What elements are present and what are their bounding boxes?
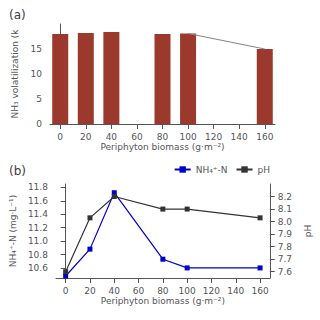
svg-text:11.4: 11.4 bbox=[28, 209, 48, 219]
svg-text:20: 20 bbox=[80, 132, 92, 142]
svg-text:20: 20 bbox=[84, 286, 96, 296]
svg-text:60: 60 bbox=[133, 286, 145, 296]
svg-text:120: 120 bbox=[203, 286, 220, 296]
svg-text:10: 10 bbox=[31, 69, 43, 79]
svg-text:160: 160 bbox=[256, 132, 273, 142]
svg-text:11.0: 11.0 bbox=[28, 236, 48, 246]
svg-text:0: 0 bbox=[57, 132, 63, 142]
svg-text:Periphyton biomass (g·m⁻²): Periphyton biomass (g·m⁻²) bbox=[101, 296, 225, 306]
svg-text:0: 0 bbox=[63, 286, 69, 296]
svg-text:NH₃ volatilization (k: NH₃ volatilization (k bbox=[10, 29, 20, 119]
svg-text:(b): (b) bbox=[9, 164, 26, 178]
svg-text:120: 120 bbox=[205, 132, 222, 142]
svg-text:40: 40 bbox=[106, 132, 118, 142]
svg-text:NH₄⁺-N (mg·L⁻¹): NH₄⁺-N (mg·L⁻¹) bbox=[8, 195, 18, 267]
svg-text:11.8: 11.8 bbox=[28, 182, 48, 192]
svg-text:140: 140 bbox=[231, 132, 248, 142]
svg-text:60: 60 bbox=[131, 132, 143, 142]
svg-text:pH: pH bbox=[258, 165, 270, 175]
svg-text:10.8: 10.8 bbox=[28, 250, 48, 260]
svg-text:7.7: 7.7 bbox=[278, 254, 292, 264]
svg-text:5: 5 bbox=[36, 94, 42, 104]
svg-text:(a): (a) bbox=[9, 8, 26, 22]
svg-text:80: 80 bbox=[157, 132, 169, 142]
svg-text:pH: pH bbox=[303, 225, 313, 237]
svg-text:0: 0 bbox=[36, 119, 42, 129]
svg-text:7.6: 7.6 bbox=[278, 267, 293, 277]
svg-text:10.6: 10.6 bbox=[28, 263, 48, 273]
svg-text:7.8: 7.8 bbox=[278, 242, 293, 252]
svg-text:8.1: 8.1 bbox=[278, 204, 292, 214]
svg-text:Periphyton biomass (g·m⁻²): Periphyton biomass (g·m⁻²) bbox=[100, 142, 224, 152]
svg-text:100: 100 bbox=[179, 132, 196, 142]
svg-text:8.0: 8.0 bbox=[278, 217, 293, 227]
svg-text:100: 100 bbox=[179, 286, 196, 296]
svg-text:7.9: 7.9 bbox=[278, 229, 293, 239]
svg-text:40: 40 bbox=[109, 286, 121, 296]
svg-text:140: 140 bbox=[227, 286, 244, 296]
svg-text:11.2: 11.2 bbox=[28, 223, 48, 233]
svg-text:NH₄⁺-N: NH₄⁺-N bbox=[196, 165, 228, 175]
svg-text:80: 80 bbox=[157, 286, 169, 296]
svg-text:8.2: 8.2 bbox=[278, 192, 292, 202]
svg-text:11.6: 11.6 bbox=[28, 196, 48, 206]
svg-text:160: 160 bbox=[251, 286, 268, 296]
svg-text:15: 15 bbox=[31, 44, 42, 54]
